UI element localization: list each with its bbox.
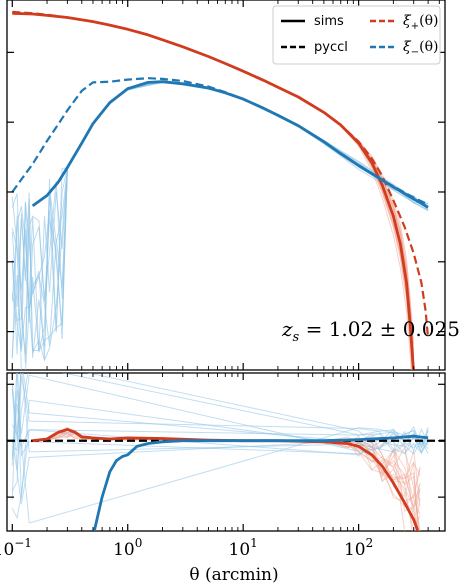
xi-plus-realization-line — [12, 12, 415, 358]
x-tick-label: 102 — [344, 536, 373, 560]
xi-minus-realization-line — [11, 80, 429, 324]
x-tick-label: 100 — [113, 536, 142, 560]
xi-plus-realization-line — [12, 12, 415, 356]
bottom-panel-series — [7, 373, 445, 531]
xi-minus-ratio-mean-line — [92, 434, 429, 531]
legend-xi-plus-label: ξ+(θ) — [403, 13, 438, 32]
x-tick-label: 10−1 — [0, 536, 32, 560]
legend-xi-minus-sub: − — [411, 47, 419, 58]
xi-minus-realization-line — [11, 81, 429, 352]
axis-ticks — [6, 0, 445, 531]
redshift-annotation: zs = 1.02 ± 0.025 — [281, 317, 460, 345]
legend-pyccl-label: pyccl — [314, 40, 348, 55]
xi-minus-realization-line — [11, 80, 429, 357]
bottom-panel-frame — [6, 372, 446, 532]
legend-box — [272, 5, 441, 65]
xi-minus-ratio-realization-line — [11, 376, 429, 492]
x-tick-label: 101 — [229, 536, 258, 560]
xi-plus-realization-line — [12, 12, 412, 370]
xi-minus-sims-line — [31, 80, 429, 209]
xi-plus-realization-line — [12, 12, 415, 365]
top-panel-frame — [6, 0, 446, 371]
x-axis-label: θ (arcmin) — [189, 565, 278, 585]
xi-minus-realization-line — [11, 81, 429, 352]
legend-xi-plus-sub: + — [411, 21, 419, 32]
top-panel-series — [11, 10, 430, 370]
legend-xi-minus-label: ξ−(θ) — [403, 39, 438, 58]
legend-xi-minus-arg: (θ) — [419, 39, 438, 55]
xi-minus-ratio-realization-line — [11, 427, 429, 505]
legend-xi-minus-symbol: ξ — [403, 39, 412, 55]
xi-minus-pyccl-line — [11, 77, 429, 206]
legend-sims-label: sims — [314, 14, 344, 29]
xi-plus-realization-line — [12, 12, 415, 361]
xi-minus-ratio-realization-line — [11, 403, 429, 524]
legend: sims ξ+(θ) pyccl ξ−(θ) — [272, 5, 441, 65]
legend-xi-plus-arg: (θ) — [419, 13, 438, 29]
legend-xi-plus-symbol: ξ — [403, 13, 412, 29]
x-tick-labels: 10−1 100 101 102 — [0, 536, 373, 560]
xi-plus-ratio-realization-line — [32, 430, 421, 531]
xi-plus-realization-line — [12, 12, 415, 357]
xi-minus-realization-line — [11, 80, 429, 354]
xi-plus-sims-line — [12, 11, 415, 370]
